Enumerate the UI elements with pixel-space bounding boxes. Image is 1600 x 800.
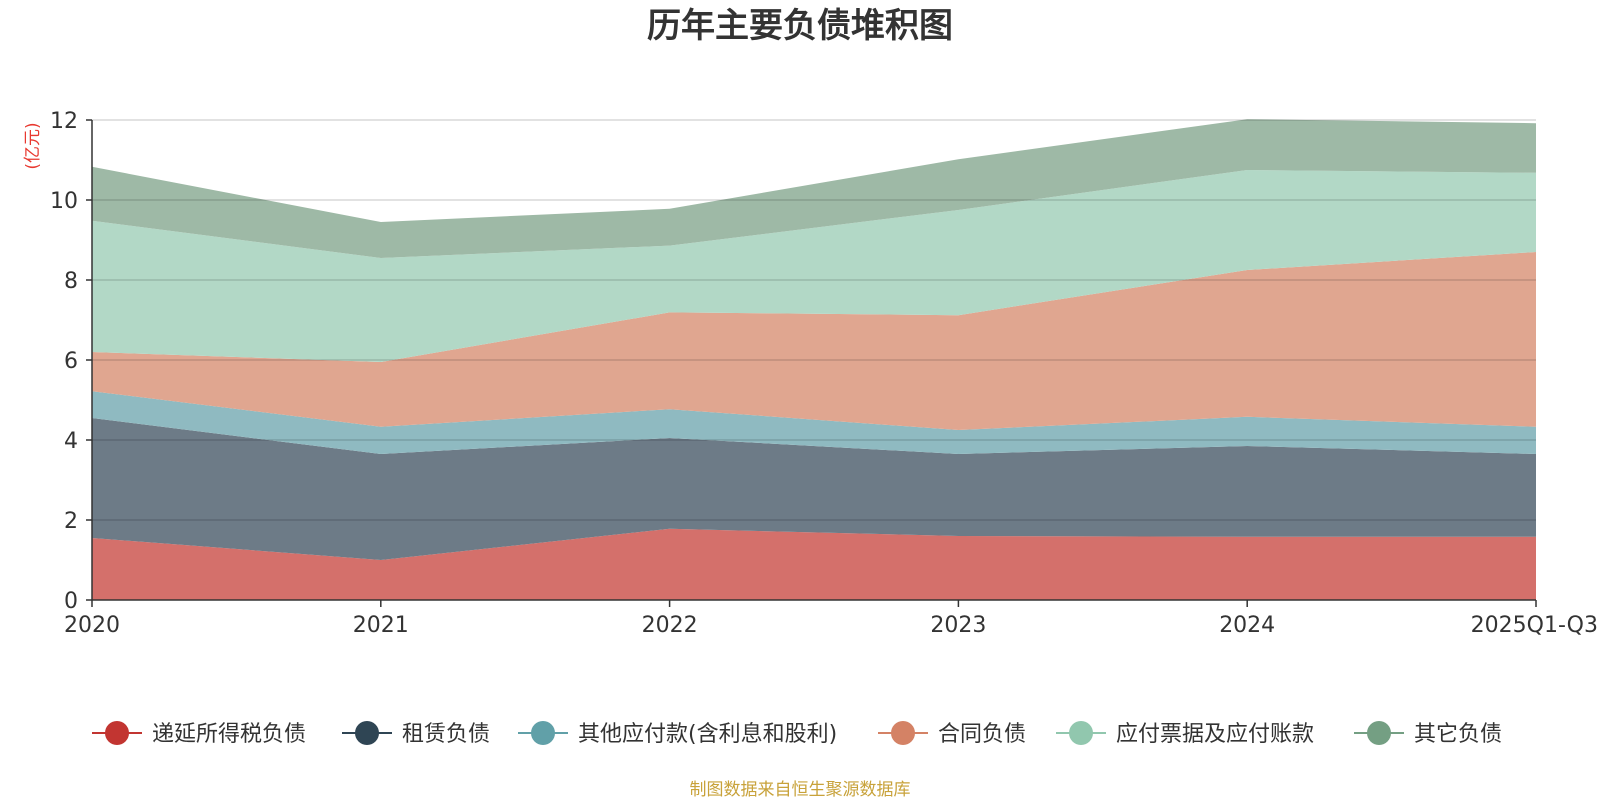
legend-item-4[interactable]: 合同负债 [878, 721, 1026, 747]
legend-item-2[interactable]: 租赁负债 [342, 721, 490, 747]
legend-label: 合同负债 [938, 722, 1026, 747]
legend-item-5[interactable]: 应付票据及应付账款 [1056, 721, 1314, 747]
y-tick-label: 4 [64, 429, 78, 454]
source-note: 制图数据来自恒生聚源数据库 [690, 780, 911, 800]
y-tick-label: 10 [50, 189, 78, 214]
y-tick-label: 8 [64, 269, 78, 294]
area-layers [92, 119, 1536, 600]
legend-marker [105, 721, 129, 745]
x-tick-label: 2024 [1219, 613, 1275, 638]
y-tick-label: 2 [64, 509, 78, 534]
legend-item-1[interactable]: 递延所得税负债 [92, 721, 306, 747]
legend-marker [1367, 721, 1391, 745]
y-tick-label: 6 [64, 349, 78, 374]
area-series-6 [92, 119, 1536, 258]
legend-label: 应付票据及应付账款 [1116, 722, 1314, 747]
x-tick-label: 2021 [353, 613, 409, 638]
legend-marker [355, 721, 379, 745]
legend-label: 其它负债 [1414, 722, 1502, 747]
legend-marker [891, 721, 915, 745]
grid-lines [92, 119, 1536, 521]
legend-item-6[interactable]: 其它负债 [1354, 721, 1502, 747]
x-tick-label: 2020 [64, 613, 120, 638]
legend-item-3[interactable]: 其他应付款(含利息和股利) [518, 721, 837, 747]
area-series-1 [92, 528, 1536, 600]
y-axis-unit-label: (亿元) [23, 122, 43, 169]
legend-marker [1069, 721, 1093, 745]
area-series-2 [92, 418, 1536, 560]
legend-label: 递延所得税负债 [152, 722, 306, 747]
x-tick-label: 2022 [642, 613, 698, 638]
area-series-3 [92, 391, 1536, 454]
y-tick-label: 0 [64, 589, 78, 614]
x-tick-label: 2025Q1-Q3 [1471, 613, 1598, 638]
x-tick-label: 2023 [930, 613, 986, 638]
legend-label: 租赁负债 [402, 722, 490, 747]
legend-label: 其他应付款(含利息和股利) [578, 722, 837, 747]
chart-title: 历年主要负债堆积图 [647, 6, 953, 46]
legend: 递延所得税负债 租赁负债 其他应付款(含利息和股利) 合同负债 应付票据及应付账款 其它负… [92, 721, 1502, 747]
axes: 0 2 4 6 8 10 12 2020 2021 2022 2023 2024 2025Q1-Q3 [50, 109, 1598, 638]
area-series-5 [92, 170, 1536, 362]
y-tick-label: 12 [50, 109, 78, 134]
area-series-4 [92, 252, 1536, 430]
legend-marker [531, 721, 555, 745]
